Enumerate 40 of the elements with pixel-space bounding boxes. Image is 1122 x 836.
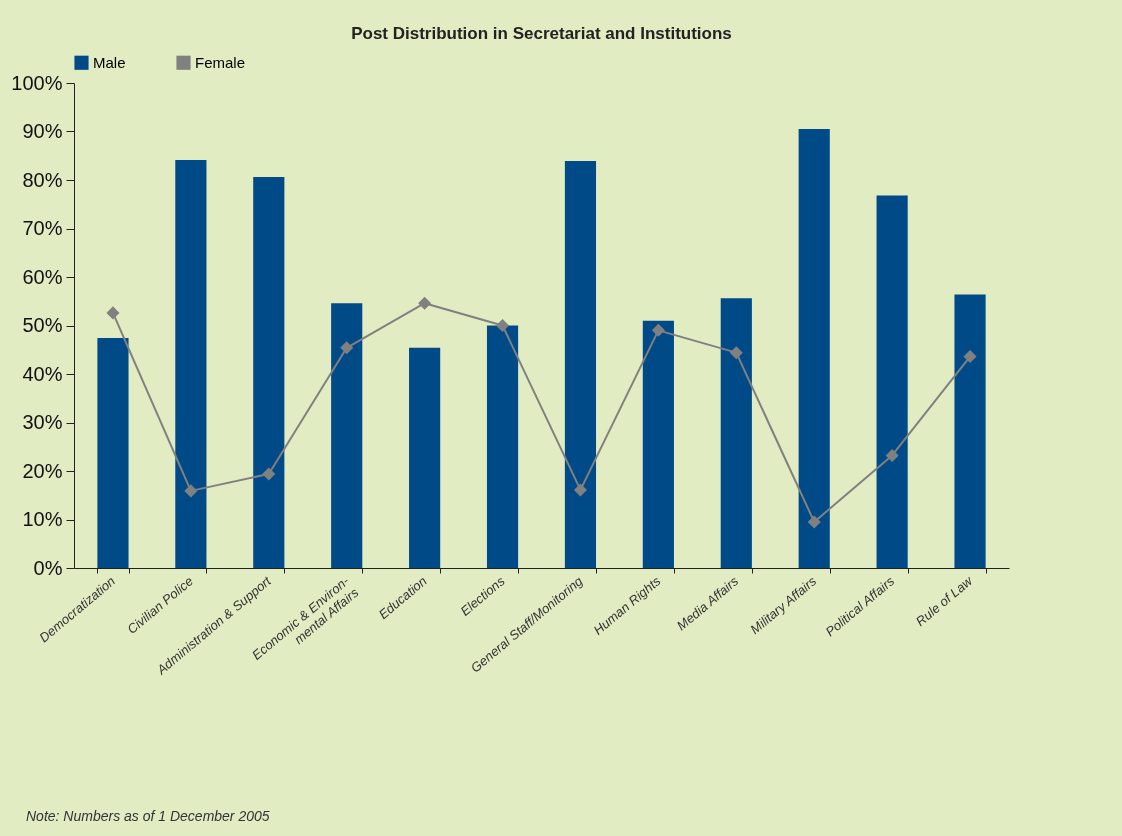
y-tick-label: 60% xyxy=(22,265,63,288)
point xyxy=(106,306,120,320)
point xyxy=(340,341,354,355)
y-tick-label: 40% xyxy=(22,362,63,385)
bar xyxy=(954,294,986,568)
y-tick-label: 80% xyxy=(22,168,63,191)
x-tick-label: Rule of Law xyxy=(912,572,977,629)
point xyxy=(651,323,665,337)
bar xyxy=(331,303,363,568)
point xyxy=(262,467,276,481)
y-tick-label: 10% xyxy=(22,508,63,530)
point xyxy=(807,515,821,529)
y-tick-label: 50% xyxy=(22,314,63,336)
bar xyxy=(720,298,752,568)
bar xyxy=(642,320,674,568)
chart-title: Post Distribution in Secretariat and Institutions xyxy=(351,24,732,43)
point xyxy=(184,484,198,498)
bar xyxy=(798,129,830,568)
bar xyxy=(97,338,129,568)
point xyxy=(963,350,977,364)
point xyxy=(573,483,587,497)
bar xyxy=(564,161,597,568)
legend-label: Female xyxy=(195,53,246,71)
legend-label: Male xyxy=(93,53,126,71)
point xyxy=(729,346,743,360)
point xyxy=(496,318,510,333)
y-tick-label: 90% xyxy=(22,120,63,142)
text: Note: Numbers as of 1 December 2005 xyxy=(26,808,270,824)
bar xyxy=(409,347,441,568)
bar xyxy=(486,325,519,568)
point xyxy=(418,296,432,310)
y-tick-label: 30% xyxy=(22,411,63,433)
y-tick-label: 70% xyxy=(22,217,63,239)
bar xyxy=(175,160,207,568)
y-tick-label: 20% xyxy=(22,459,63,482)
y-tick-label: 100% xyxy=(11,71,63,94)
point xyxy=(885,448,899,462)
bar xyxy=(253,177,285,568)
bar xyxy=(876,195,908,568)
y-tick-label: 0% xyxy=(33,556,63,579)
